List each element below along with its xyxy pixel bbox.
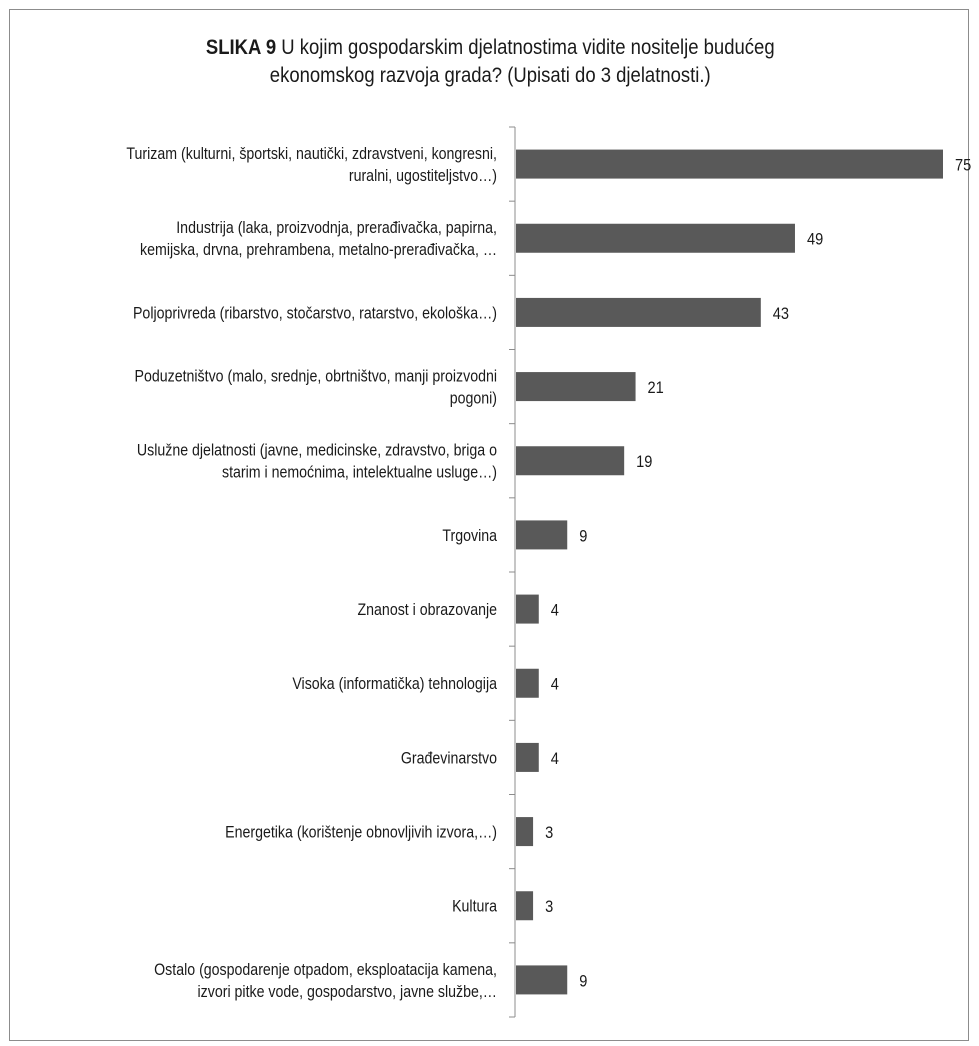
- bar: [516, 891, 534, 921]
- chart-title-text: U kojim gospodarskim djelatnostima vidit…: [281, 35, 775, 59]
- category-label: Visoka (informatička) tehnologija: [292, 675, 497, 693]
- category-label: Turizam (kulturni, športski, nautički, z…: [126, 145, 497, 163]
- bar: [516, 594, 539, 624]
- category-label: ruralni, ugostiteljstvo…): [349, 167, 497, 185]
- data-label: 75: [955, 157, 971, 175]
- data-label: 19: [636, 453, 652, 471]
- bar: [516, 742, 539, 772]
- bar: [516, 372, 636, 402]
- category-label: Poljoprivreda (ribarstvo, stočarstvo, ra…: [133, 304, 497, 322]
- data-label: 9: [579, 972, 587, 990]
- data-label: 4: [551, 750, 559, 768]
- data-label: 43: [773, 305, 789, 323]
- data-label: 49: [807, 231, 823, 249]
- bar: [516, 668, 539, 698]
- category-label: Uslužne djelatnosti (javne, medicinske, …: [137, 442, 497, 460]
- data-label: 3: [545, 898, 553, 916]
- bar: [516, 297, 761, 327]
- category-label: izvori pitke vode, gospodarstvo, javne s…: [198, 983, 497, 1001]
- category-label: Kultura: [452, 898, 497, 916]
- chart-title-line-1: SLIKA 9 U kojim gospodarskim djelatnosti…: [77, 33, 903, 61]
- category-label: Znanost i obrazovanje: [358, 601, 497, 619]
- data-label: 3: [545, 824, 553, 842]
- data-label: 4: [551, 676, 559, 694]
- category-label: pogoni): [450, 390, 497, 408]
- bar: [516, 149, 943, 179]
- bar: [516, 223, 795, 253]
- bar: [516, 817, 534, 847]
- chart-title-line-2: ekonomskog razvoja grada? (Upisati do 3 …: [269, 63, 711, 87]
- category-label: starim i nemoćnima, intelektualne usluge…: [222, 464, 497, 482]
- category-label: Građevinarstvo: [401, 749, 497, 767]
- data-label: 21: [648, 379, 664, 397]
- chart-title-label: SLIKA 9: [205, 35, 277, 59]
- category-label: Energetika (korištenje obnovljivih izvor…: [225, 824, 497, 842]
- category-label: kemijska, drvna, prehrambena, metalno-pr…: [140, 241, 497, 259]
- chart-frame: [9, 9, 969, 1041]
- category-label: Ostalo (gospodarenje otpadom, eksploatac…: [154, 961, 497, 979]
- bar: [516, 965, 568, 995]
- category-label: Trgovina: [442, 527, 497, 545]
- bar: [516, 446, 625, 476]
- bar: [516, 520, 568, 550]
- category-label: Industrija (laka, proizvodnja, prerađiva…: [176, 219, 497, 237]
- data-label: 9: [579, 527, 587, 545]
- data-label: 4: [551, 602, 559, 620]
- category-label: Poduzetništvo (malo, srednje, obrtništvo…: [135, 368, 497, 386]
- chart-title: SLIKA 9 U kojim gospodarskim djelatnosti…: [77, 33, 903, 89]
